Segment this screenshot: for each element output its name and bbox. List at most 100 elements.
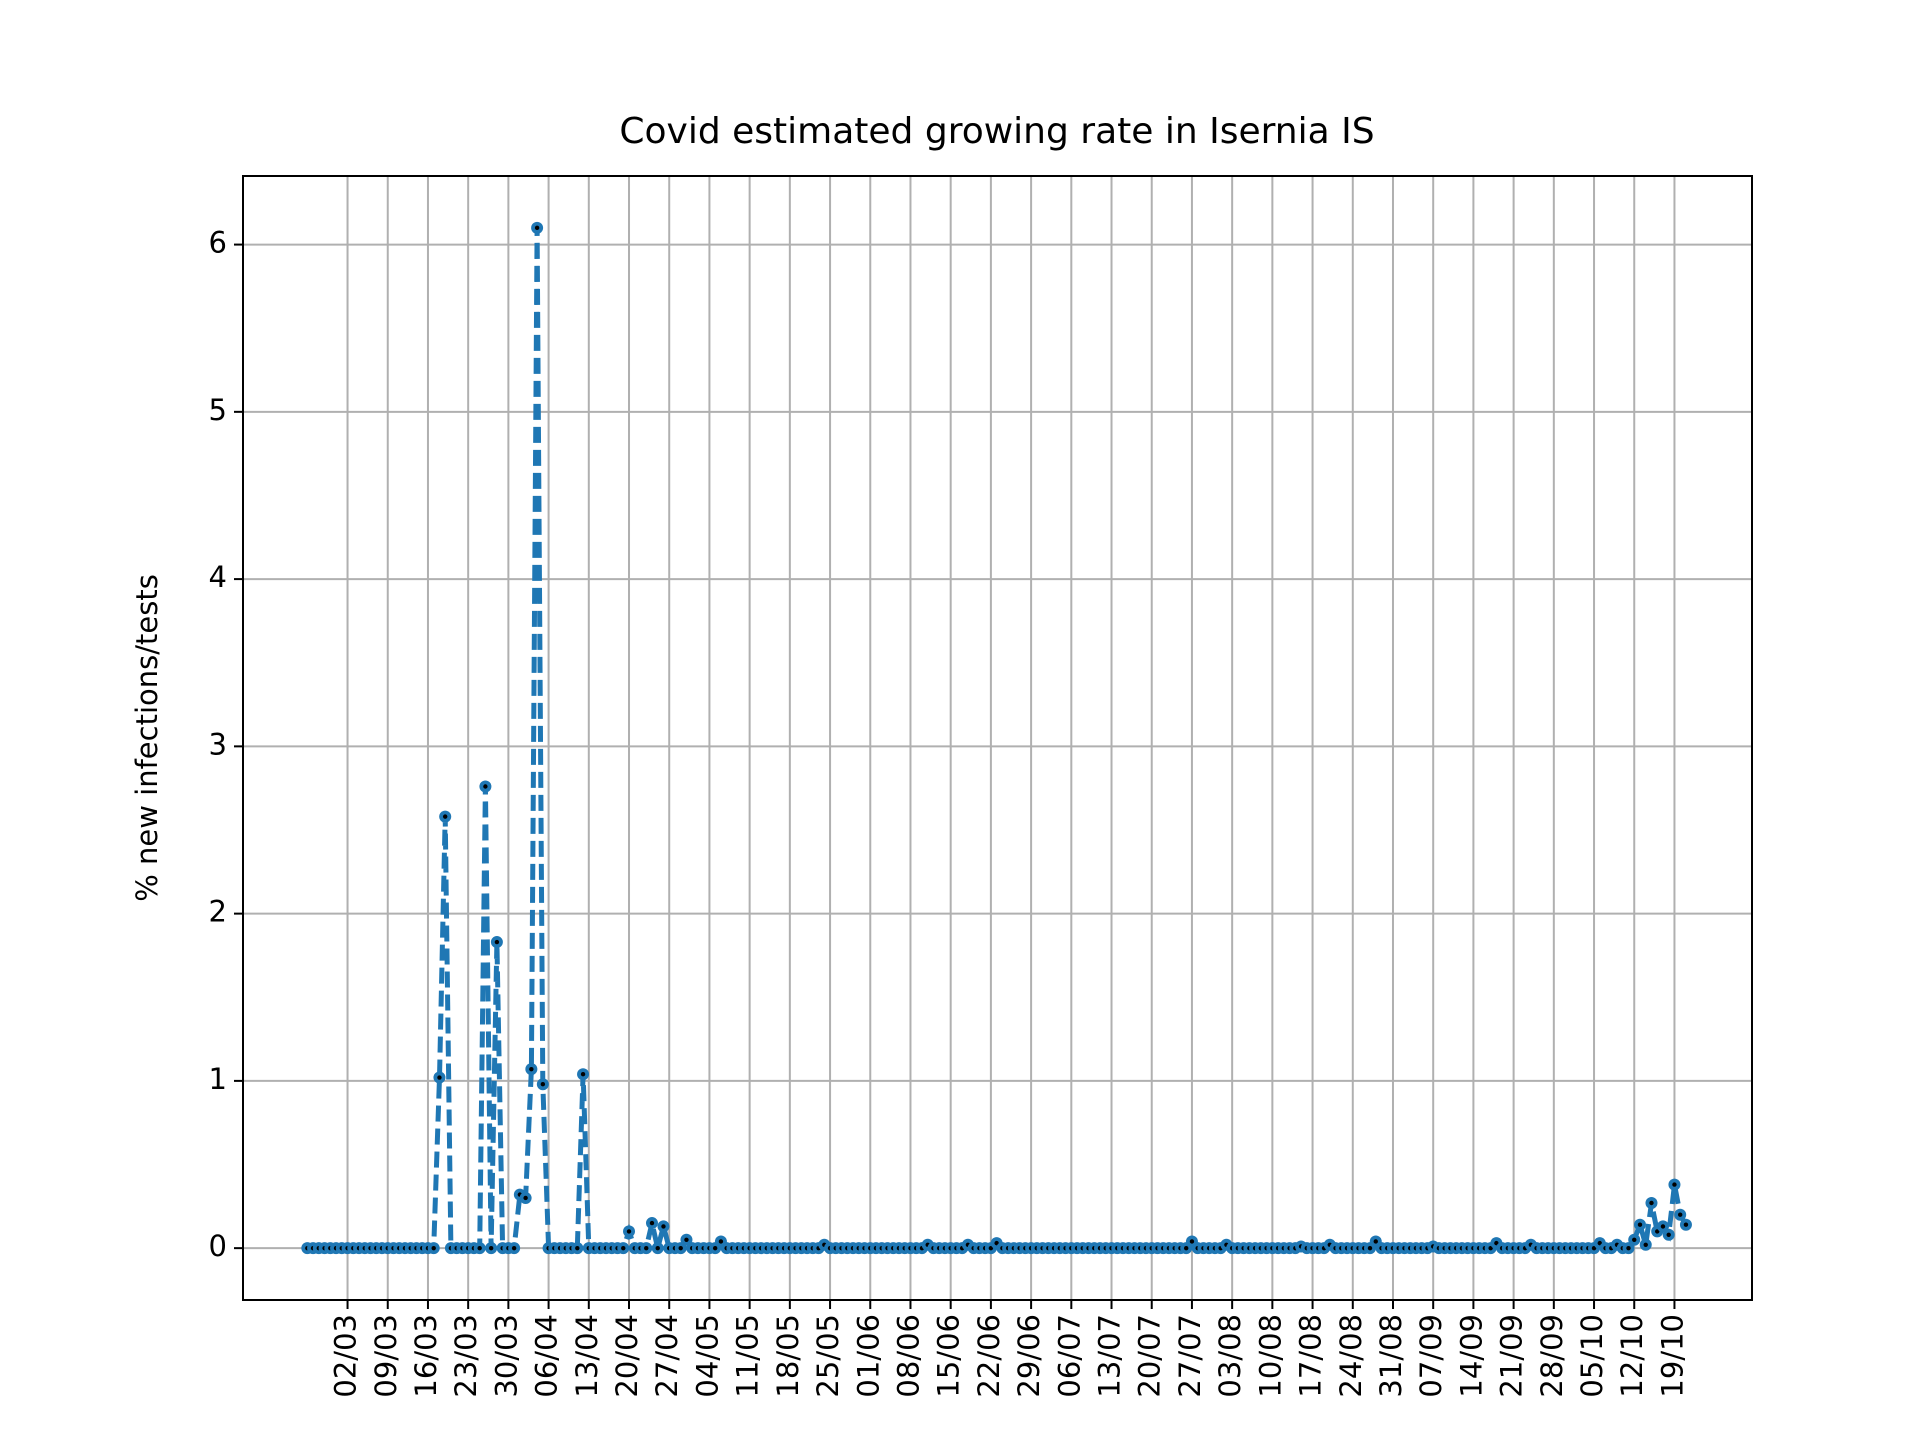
data-point xyxy=(439,810,452,823)
y-tick-label: 5 xyxy=(209,393,227,427)
marker-center xyxy=(534,225,540,231)
marker-center xyxy=(1683,1222,1689,1227)
data-point xyxy=(1679,1218,1692,1231)
data-point xyxy=(536,1078,549,1091)
x-tick-label: 10/08 xyxy=(1253,1314,1287,1398)
x-tick-label: 27/07 xyxy=(1173,1314,1207,1398)
plot-frame xyxy=(242,175,1753,1301)
data-point xyxy=(485,1242,498,1255)
data-point xyxy=(623,1225,636,1238)
data-point xyxy=(577,1068,590,1081)
marker-center xyxy=(575,1245,580,1251)
x-tick-label: 20/07 xyxy=(1133,1314,1167,1398)
x-tick-label: 08/06 xyxy=(891,1314,925,1398)
marker-center xyxy=(1637,1222,1643,1227)
x-tick-label: 31/08 xyxy=(1374,1314,1408,1398)
data-point xyxy=(1639,1238,1652,1251)
data-point xyxy=(1633,1218,1646,1231)
x-tick-label: 07/09 xyxy=(1414,1314,1448,1398)
marker-center xyxy=(621,1245,626,1251)
data-point xyxy=(427,1242,440,1255)
y-axis-label: % new infections/tests xyxy=(130,574,164,902)
data-point xyxy=(651,1242,664,1255)
x-tick-label: 16/03 xyxy=(409,1314,443,1398)
x-tick-label: 27/04 xyxy=(650,1314,684,1398)
data-point xyxy=(1622,1242,1635,1255)
data-point xyxy=(640,1242,653,1255)
x-tick-label: 03/08 xyxy=(1213,1314,1247,1398)
marker-center xyxy=(1632,1237,1637,1242)
x-tick-label: 20/04 xyxy=(610,1314,644,1398)
marker-center xyxy=(1660,1224,1666,1229)
x-tick-label: 15/06 xyxy=(932,1314,966,1398)
x-tick-label: 24/08 xyxy=(1334,1314,1368,1398)
y-tick-label: 6 xyxy=(209,226,227,260)
marker-center xyxy=(523,1195,528,1201)
marker-center xyxy=(626,1229,632,1234)
x-tick-label: 21/09 xyxy=(1495,1314,1529,1398)
data-point xyxy=(1628,1233,1641,1246)
data-point xyxy=(617,1242,630,1255)
x-tick-label: 09/03 xyxy=(369,1314,403,1398)
x-tick-label: 05/10 xyxy=(1575,1314,1609,1398)
marker-center xyxy=(1367,1245,1373,1251)
data-point xyxy=(1645,1196,1658,1209)
marker-center xyxy=(483,784,488,789)
marker-center xyxy=(1189,1239,1195,1244)
data-point xyxy=(490,936,503,949)
marker-center xyxy=(529,1066,534,1072)
data-point xyxy=(508,1242,521,1255)
marker-center xyxy=(661,1224,666,1229)
marker-center xyxy=(1597,1240,1602,1246)
x-tick-label: 19/10 xyxy=(1655,1314,1689,1398)
marker-center xyxy=(655,1245,660,1251)
marker-center xyxy=(431,1245,436,1251)
marker-center xyxy=(1666,1232,1671,1237)
y-tick-label: 1 xyxy=(209,1062,227,1096)
data-point xyxy=(531,221,544,234)
x-tick-label: 12/10 xyxy=(1615,1314,1649,1398)
x-tick-label: 13/04 xyxy=(570,1314,604,1398)
y-tick-label: 0 xyxy=(209,1229,227,1263)
data-point xyxy=(519,1191,532,1204)
x-tick-label: 14/09 xyxy=(1454,1314,1488,1398)
data-point xyxy=(473,1242,486,1255)
marker-center xyxy=(540,1082,546,1087)
data-point xyxy=(1656,1220,1669,1233)
x-tick-label: 01/06 xyxy=(851,1314,885,1398)
marker-center xyxy=(1649,1200,1654,1206)
marker-center xyxy=(1672,1182,1677,1187)
data-point xyxy=(571,1242,584,1255)
data-point xyxy=(433,1071,446,1084)
x-tick-label: 18/05 xyxy=(771,1314,805,1398)
x-tick-label: 22/06 xyxy=(972,1314,1006,1398)
data-point xyxy=(657,1220,670,1233)
marker-center xyxy=(994,1240,999,1246)
y-tick-label: 3 xyxy=(209,727,227,761)
marker-center xyxy=(718,1239,724,1244)
x-tick-label: 29/06 xyxy=(1012,1314,1046,1398)
x-tick-label: 30/03 xyxy=(489,1314,523,1398)
y-tick-label: 2 xyxy=(209,895,227,929)
x-tick-label: 13/07 xyxy=(1093,1314,1127,1398)
marker-center xyxy=(988,1245,994,1251)
marker-center xyxy=(649,1220,655,1226)
data-point xyxy=(680,1233,693,1246)
data-point xyxy=(479,780,492,793)
marker-center xyxy=(511,1245,517,1251)
data-point xyxy=(1674,1208,1687,1221)
marker-center xyxy=(1373,1239,1378,1244)
marker-center xyxy=(437,1075,442,1080)
y-tick-label: 4 xyxy=(209,560,227,594)
marker-center xyxy=(1591,1245,1597,1251)
marker-center xyxy=(488,1245,494,1251)
x-tick-label: 06/04 xyxy=(530,1314,564,1398)
data-point xyxy=(525,1063,538,1076)
marker-center xyxy=(1643,1242,1648,1248)
marker-center xyxy=(1488,1245,1493,1251)
marker-center xyxy=(1677,1212,1683,1217)
x-tick-label: 23/03 xyxy=(449,1314,483,1398)
marker-center xyxy=(1183,1245,1189,1251)
marker-center xyxy=(580,1071,586,1077)
